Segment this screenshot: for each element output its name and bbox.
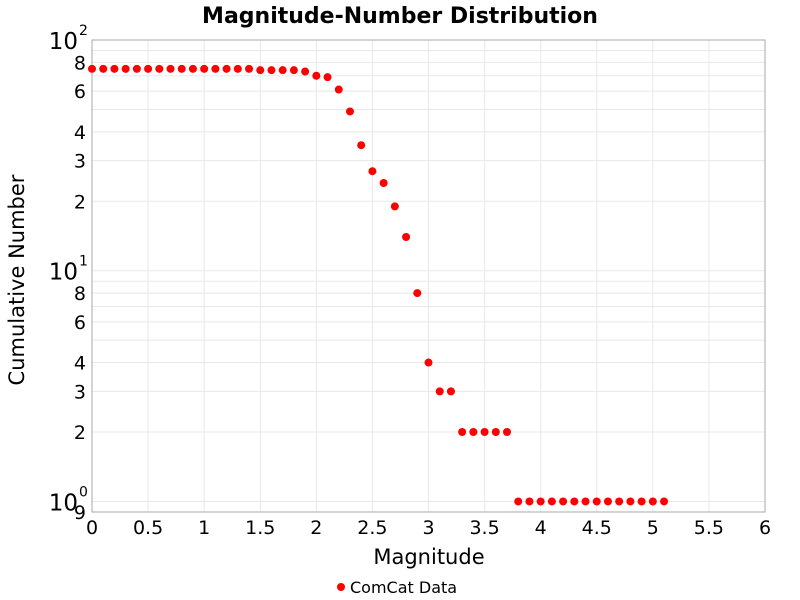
data-point [368,167,377,176]
y-tick-label: 4 [74,122,86,144]
data-point [88,64,96,73]
x-tick-label: 5 [647,517,659,539]
legend: ComCat Data [337,578,457,597]
data-point [570,497,579,506]
y-tick-exponent: 0 [79,484,88,500]
y-tick-label: 10 [49,29,78,55]
data-point [559,497,568,506]
data-point [132,64,141,73]
x-tick-label: 1 [198,517,210,539]
data-point [536,497,545,506]
data-point [637,497,646,506]
data-point [323,73,332,82]
data-point [660,497,669,506]
data-point [200,64,209,73]
data-point [581,497,590,506]
data-point [289,66,298,75]
y-tick-label: 6 [74,81,86,103]
y-tick-label: 2 [74,422,86,444]
x-tick-label: 4.5 [582,517,612,539]
y-tick-exponent: 2 [79,23,88,39]
y-tick-label: 10 [49,260,78,286]
data-point [491,427,500,436]
data-point [144,64,153,73]
y-tick-label: 3 [74,151,86,173]
data-point [99,64,108,73]
data-point [278,66,287,75]
data-point [603,497,612,506]
data-point [615,497,624,506]
data-point [435,387,444,396]
data-point [480,427,489,436]
data-point [177,64,186,73]
data-point [345,107,354,116]
data-point [188,64,197,73]
data-point [121,64,130,73]
data-point [503,427,512,436]
data-point [424,358,433,367]
data-point [547,497,556,506]
data-point [312,71,321,80]
x-tick-label: 3.5 [469,517,499,539]
y-tick-label: 8 [74,283,86,305]
y-tick-label: 6 [74,312,86,334]
data-point [211,64,220,73]
x-tick-label: 3 [422,517,434,539]
chart-title: Magnitude-Number Distribution [202,4,598,29]
data-point [648,497,657,506]
data-point [222,64,231,73]
x-tick-label: 5.5 [694,517,724,539]
x-tick-label: 2.5 [357,517,387,539]
data-point [446,387,455,396]
y-tick-label: 9 [74,502,86,524]
x-tick-label: 6 [759,517,771,539]
data-point [155,64,164,73]
legend-label: ComCat Data [350,578,457,597]
data-point [592,497,601,506]
y-tick-label: 4 [74,353,86,375]
y-tick-exponent: 1 [79,254,88,270]
data-point [166,64,175,73]
data-point [301,67,310,76]
grid [91,40,766,513]
data-point [379,178,388,187]
x-tick-labels: 0 0.5 1 1.5 2 2.5 3 3.5 4 4.5 5 5.5 6 [86,517,771,539]
legend-marker [337,583,345,591]
data-point [267,66,276,75]
y-axis-label: Cumulative Number [5,174,29,385]
data-point [334,85,343,94]
y-tick-label: 2 [74,191,86,213]
data-point [626,497,635,506]
data-point [458,427,467,436]
data-point [525,497,534,506]
data-point [256,66,265,75]
data-point [514,497,523,506]
data-points [88,64,669,506]
y-tick-label: 10 [49,490,78,516]
x-axis-label: Magnitude [373,545,484,569]
data-point [245,64,254,73]
x-tick-label: 4 [535,517,547,539]
data-point [469,427,478,436]
data-point [233,64,242,73]
x-tick-label: 2 [310,517,322,539]
data-point [357,141,366,150]
data-point [402,233,411,242]
data-point [110,64,119,73]
y-tick-label: 3 [74,381,86,403]
x-tick-label: 0.5 [133,517,163,539]
plot-area [91,39,766,513]
data-point [390,202,399,211]
x-tick-label: 0 [86,517,98,539]
x-tick-label: 1.5 [245,517,275,539]
y-tick-label: 8 [74,52,86,74]
data-point [413,289,422,298]
